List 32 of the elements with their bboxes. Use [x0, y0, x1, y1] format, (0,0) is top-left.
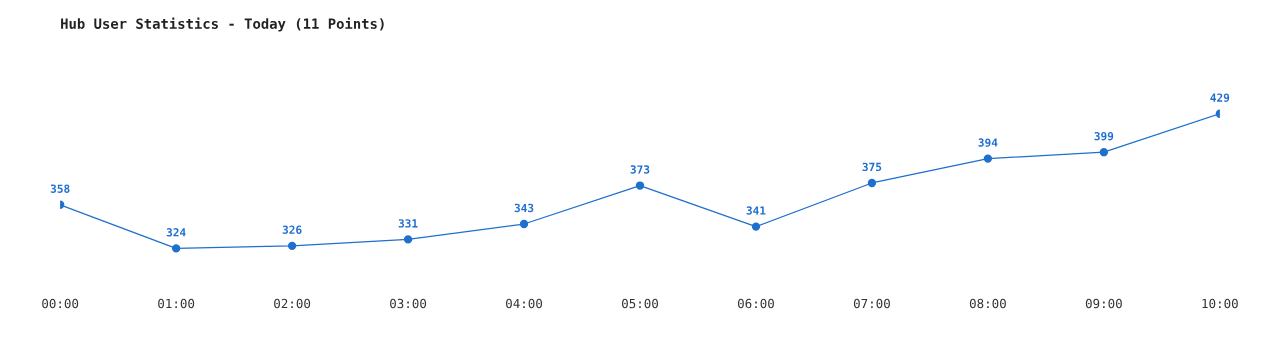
- x-tick-label: 10:00: [1202, 298, 1238, 309]
- point: [171, 244, 181, 253]
- x-tick-label: 05:00: [622, 298, 658, 309]
- x-tick-label: 00:00: [42, 298, 79, 309]
- data-label: 343: [514, 203, 534, 213]
- data-label: 331: [398, 219, 418, 228]
- data-label: 341: [746, 206, 766, 215]
- data-label: 375: [862, 162, 882, 172]
- point: [403, 235, 413, 244]
- x-tick-label: 09:00: [1085, 298, 1122, 309]
- point: [635, 181, 645, 190]
- data-label: 429: [1210, 93, 1230, 102]
- data-label: 358: [50, 184, 70, 193]
- data-label: 324: [166, 228, 186, 237]
- x-tick-label: 07:00: [853, 298, 890, 309]
- data-label: 326: [282, 225, 302, 234]
- data-label: 399: [1094, 131, 1114, 141]
- point: [519, 219, 529, 229]
- point: [287, 241, 297, 251]
- x-tick-label: 08:00: [969, 298, 1006, 309]
- x-tick-label: 02:00: [274, 298, 311, 309]
- point: [751, 222, 761, 231]
- point: [983, 154, 993, 163]
- x-tick-label: 06:00: [737, 298, 774, 309]
- x-tick-label: 01:00: [158, 298, 195, 309]
- x-tick-label: 03:00: [390, 298, 427, 309]
- data-label: 373: [630, 165, 650, 174]
- point: [1099, 148, 1109, 157]
- data-label: 394: [978, 138, 998, 147]
- chart-title: Hub User Statistics - Today (11 Points): [61, 17, 384, 32]
- point: [867, 178, 877, 188]
- x-tick-label: 04:00: [506, 298, 543, 309]
